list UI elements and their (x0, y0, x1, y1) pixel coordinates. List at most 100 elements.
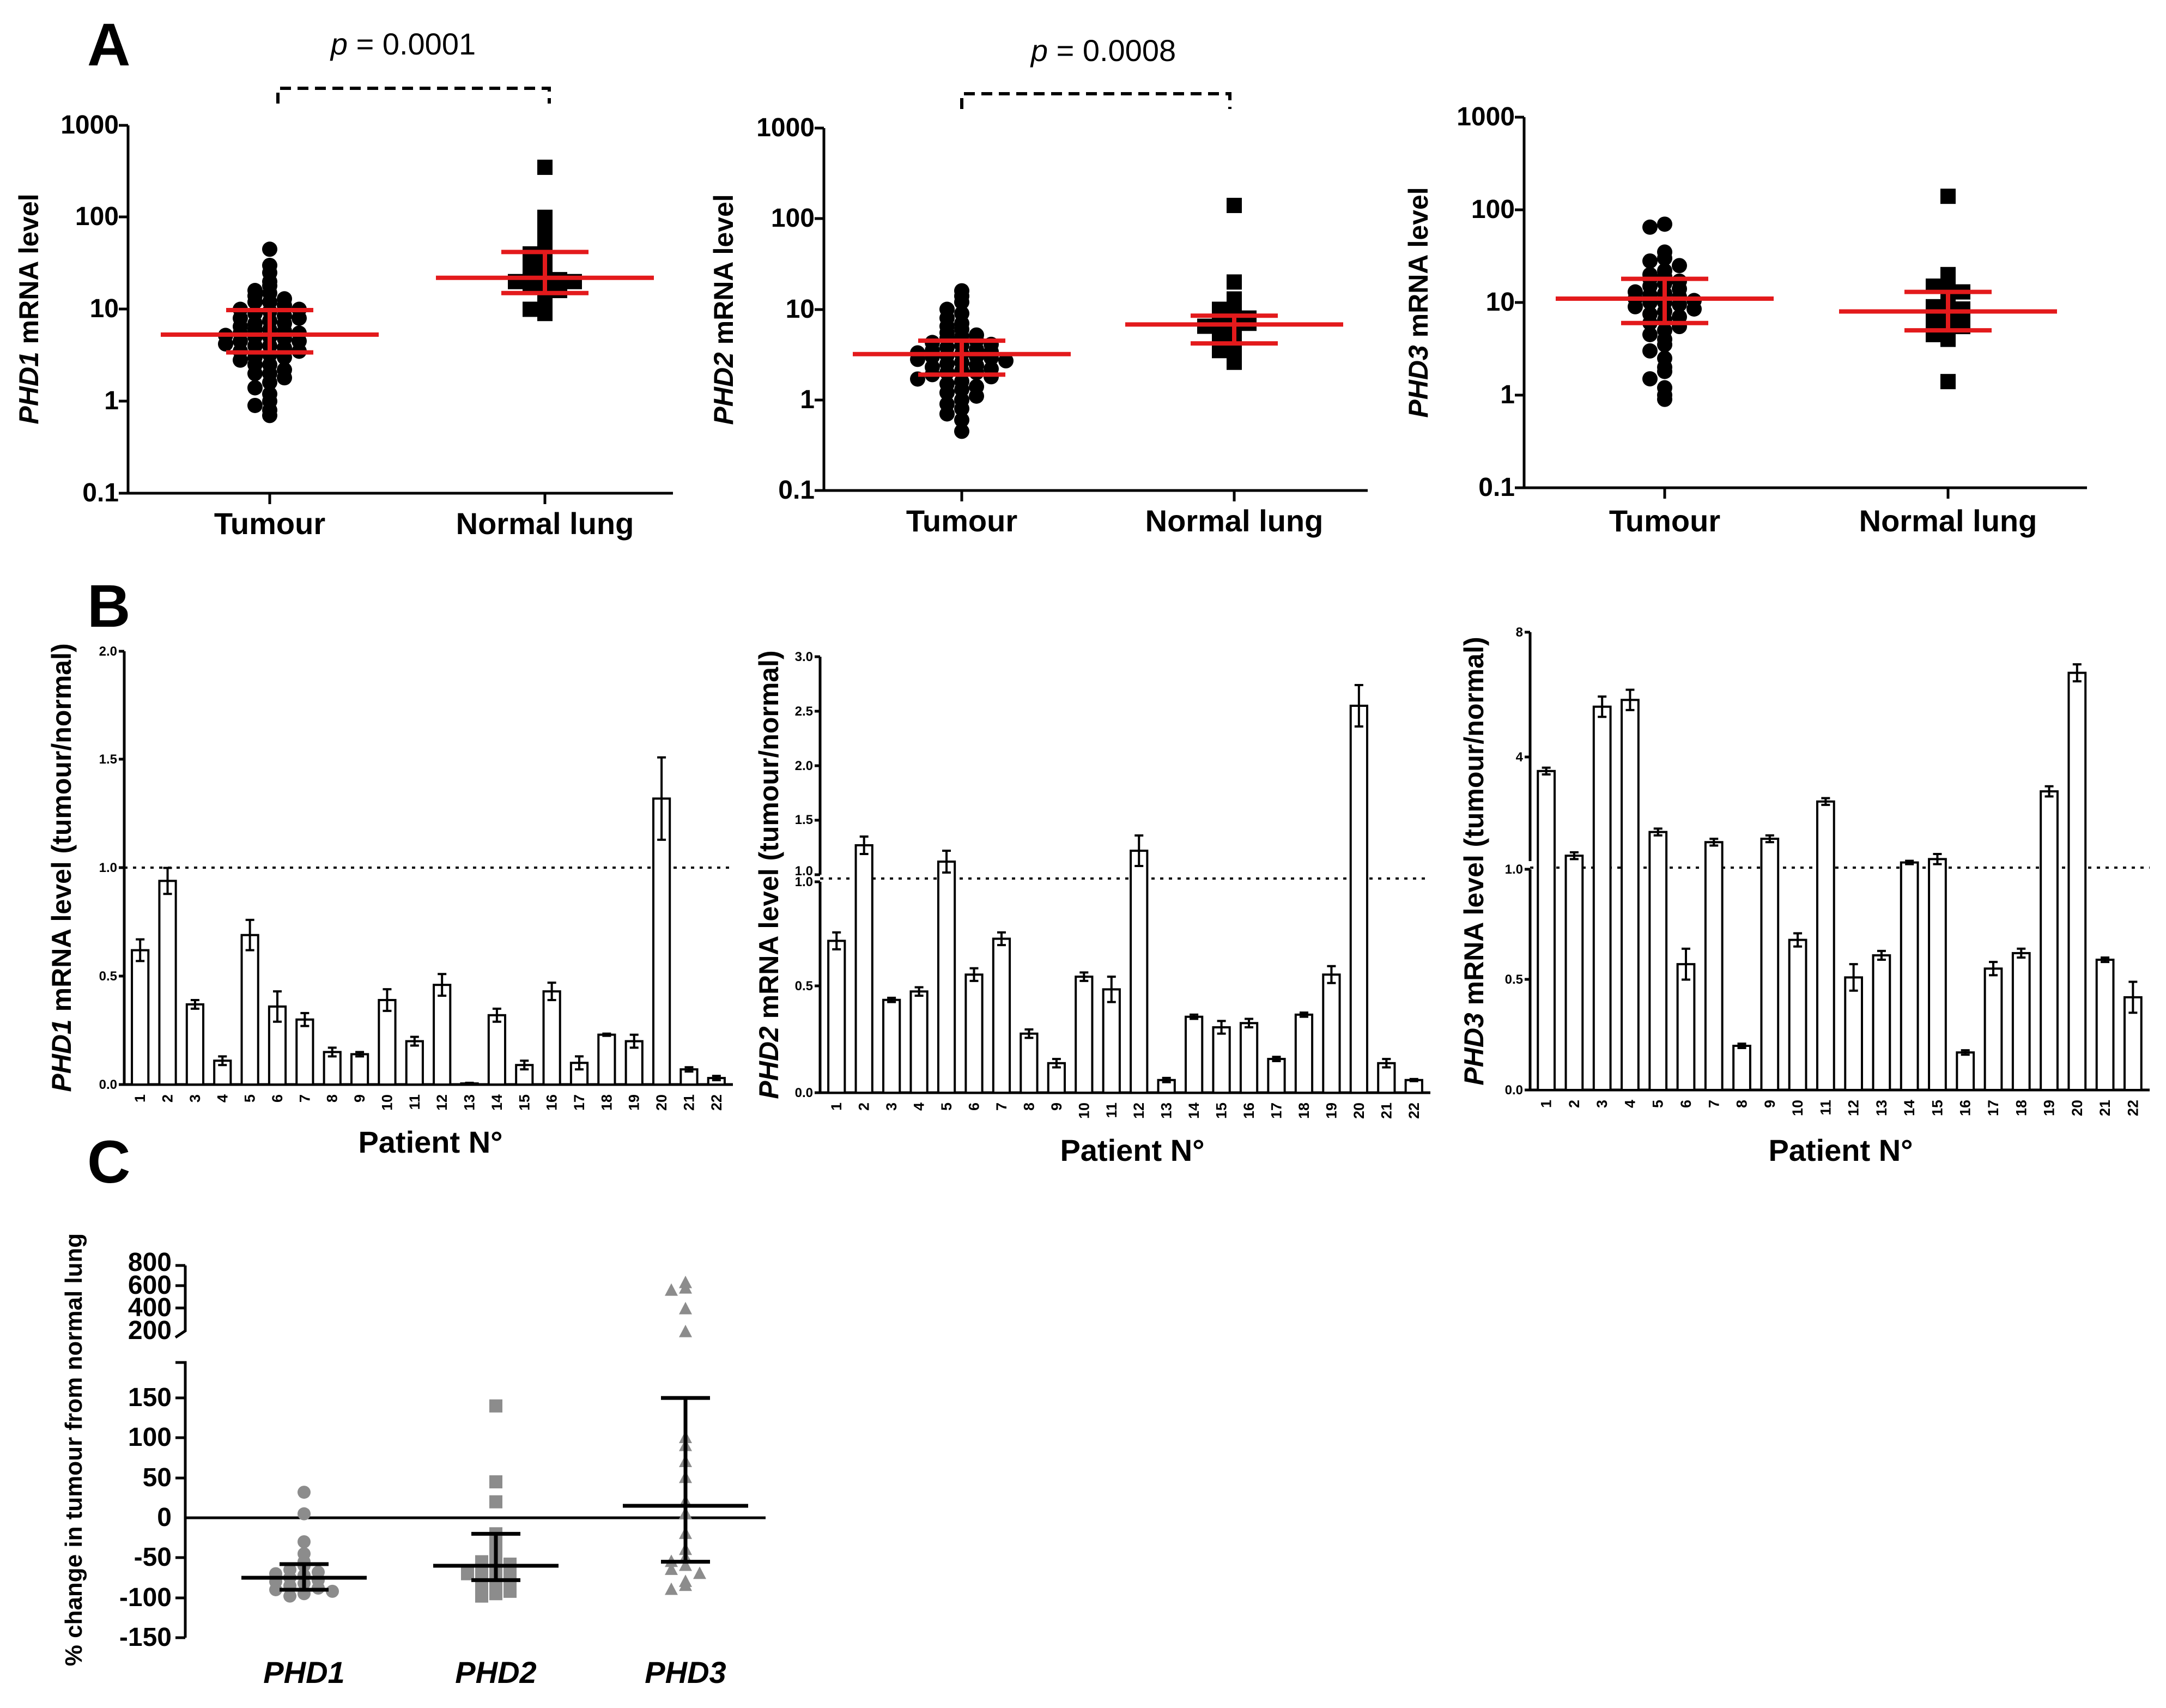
b2-bars: 1 2 3 4 5 6 7 8 9 10 11 12 13 14 15 16 17 18 19 20 21 22 (827, 684, 1423, 1119)
b3-ytick-label: 4 (1516, 750, 1524, 765)
a2-point (954, 401, 969, 416)
a1-point (537, 159, 553, 175)
a2-ytick-label: 1000 (756, 113, 815, 142)
b2-y-axis-label: PHD2 mRNA level (tumour/normal) (754, 650, 784, 1099)
b1-xtick-label: 7 (296, 1094, 313, 1103)
c-point (489, 1495, 502, 1509)
b2-xtick-label: 20 (1351, 1103, 1367, 1119)
a1-point (552, 283, 567, 299)
b3-xtick-label: 17 (1985, 1100, 2001, 1116)
a3-point (1628, 299, 1643, 314)
chart-a1: p = 0.0001 0.1 1 10 100 1000 Tumour Norm… (14, 27, 673, 541)
b3-xtick-label: 14 (1901, 1100, 1918, 1116)
panel-label-b: B (87, 573, 130, 640)
chart-b3: 0.0 0.5 1.0 4 8 Patient N° PHD3 mRNA lev… (1459, 625, 2150, 1167)
b1-bar (158, 880, 177, 1086)
a3-category-label: Tumour (1609, 504, 1720, 538)
b3-bar (1760, 838, 1780, 1091)
chart-b1: 0.0 0.5 1.0 1.5 2.0 Patient N° PHD1 mRNA… (46, 643, 733, 1159)
a3-point (1642, 343, 1658, 359)
b2-bar (1185, 1015, 1204, 1094)
c-ytick-label: 800 (128, 1248, 172, 1277)
b2-bar (1322, 973, 1341, 1094)
a3-point (1657, 391, 1672, 407)
b3-bar (1676, 963, 1696, 1092)
a2-points (853, 197, 1343, 439)
b1-bar (597, 1033, 616, 1086)
c-points (241, 1275, 748, 1603)
b3-bar (1592, 705, 1612, 1091)
b1-xtick-label: 13 (462, 1094, 478, 1111)
b2-xtick-label: 17 (1269, 1103, 1285, 1119)
b3-bar (1564, 855, 1584, 1091)
c-point (665, 1582, 678, 1595)
b1-bar (185, 1003, 205, 1086)
b2-bar (882, 998, 901, 1094)
b3-bar (1928, 858, 1947, 1092)
b1-bar (487, 1014, 507, 1086)
a2-point (1227, 274, 1242, 290)
c-point (679, 1558, 692, 1571)
b2-xtick-label: 5 (938, 1103, 955, 1111)
b3-bar (2011, 952, 2031, 1092)
a1-point (262, 374, 277, 390)
b2-ytick-label: 1.0 (795, 864, 813, 879)
b3-bar (2067, 671, 2087, 1091)
b2-ytick-label: 0.5 (795, 979, 813, 994)
b1-xtick-label: 12 (434, 1094, 450, 1111)
a1-point (247, 294, 263, 310)
b1-bar (433, 984, 452, 1086)
chart-a3: 0.1 1 10 100 1000 Tumour Normal lung PHD… (1403, 102, 2087, 538)
b3-bar (1732, 1045, 1751, 1091)
a3-ytick-label: 100 (1471, 195, 1515, 224)
b2-bar (964, 973, 984, 1094)
a3-y-ticks: 0.1 1 10 100 1000 (1457, 102, 1950, 502)
b3-xtick-label: 13 (1873, 1100, 1890, 1116)
c-point (283, 1589, 296, 1603)
a3-point (1642, 371, 1658, 387)
b2-xtick-label: 8 (1021, 1103, 1037, 1111)
a3-point (1657, 337, 1672, 353)
a3-category-label: Normal lung (1859, 504, 2037, 538)
c-point (489, 1475, 502, 1489)
b2-xtick-label: 21 (1378, 1103, 1394, 1119)
c-category-label: PHD1 (263, 1655, 344, 1689)
c-ytick-label: 200 (128, 1316, 172, 1345)
a2-ytick-label: 10 (786, 295, 815, 324)
b2-bar (909, 990, 929, 1094)
b2-ytick-label: 1.0 (795, 875, 813, 889)
b3-ytick-label: 0.5 (1505, 972, 1523, 987)
a1-point (233, 352, 248, 368)
b2-bar (1267, 1058, 1286, 1094)
b2-bar (1212, 1026, 1231, 1094)
a1-pvalue-text: = 0.0001 (348, 27, 476, 61)
b3-ytick-label: 0.0 (1505, 1083, 1523, 1098)
b3-y-axis-label: PHD3 mRNA level (tumour/normal) (1459, 637, 1489, 1085)
b2-bar (1075, 976, 1094, 1094)
a2-pvalue: p = 0.0008 (1030, 33, 1176, 68)
a3-point (1940, 374, 1956, 390)
a3-points (1556, 189, 2057, 407)
a2-y-axis-label: PHD2 mRNA level (708, 194, 739, 425)
b2-bar (1130, 850, 1149, 1094)
b1-xtick-label: 5 (242, 1094, 258, 1103)
chart-c: -150 -100 -50 0 50 100 150 200 400 600 8… (60, 1233, 766, 1689)
c-y-axis-upper (174, 1265, 187, 1339)
a2-ylabel-rest: mRNA level (708, 194, 739, 352)
a3-point (1642, 253, 1658, 269)
b2-xtick-label: 14 (1186, 1103, 1202, 1119)
b2-bar (992, 937, 1011, 1094)
b1-bar (405, 1040, 424, 1086)
b3-bar (1983, 967, 2003, 1091)
b2-bar (937, 861, 956, 1094)
b2-xtick-label: 15 (1214, 1103, 1230, 1119)
b3-xtick-label: 22 (2125, 1100, 2141, 1116)
b2-xtick-label: 6 (966, 1103, 982, 1111)
b1-xtick-label: 20 (653, 1094, 670, 1111)
a3-ylabel-gene: PHD3 (1403, 345, 1434, 418)
panel-label-a: A (87, 11, 130, 78)
b3-xtick-label: 12 (1846, 1100, 1862, 1116)
c-point (269, 1583, 282, 1596)
a2-point (998, 353, 1014, 369)
